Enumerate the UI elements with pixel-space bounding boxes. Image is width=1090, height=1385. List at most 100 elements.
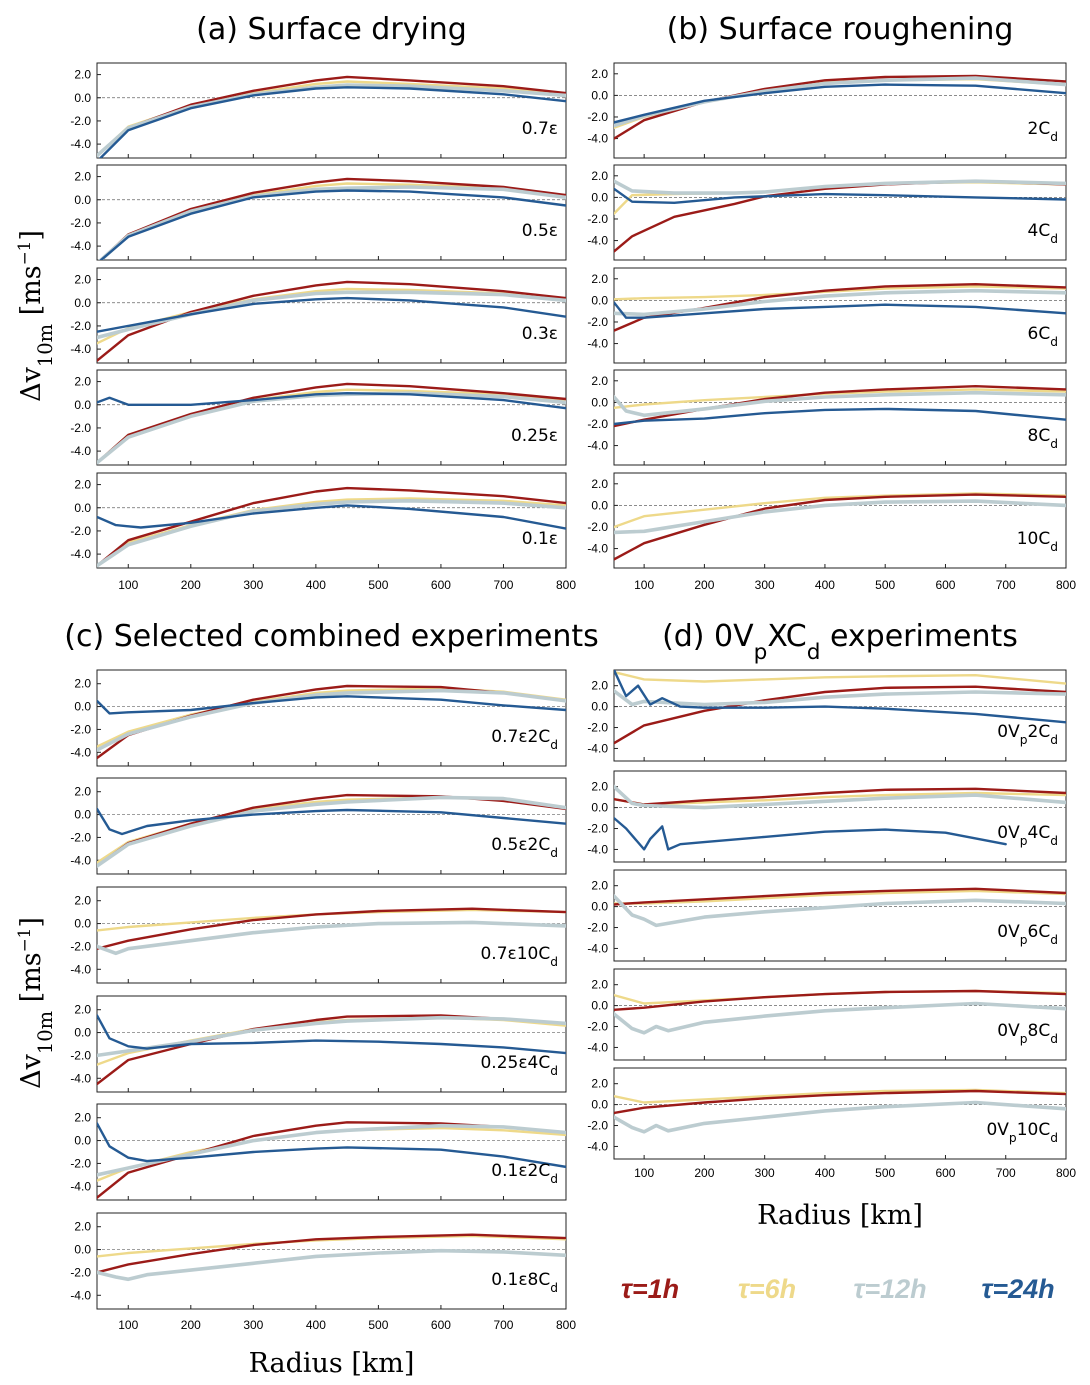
y-tick-label: 2.0	[74, 1003, 91, 1017]
legend-item: τ=12h	[853, 1274, 926, 1304]
series-line	[97, 392, 566, 410]
series-group	[97, 486, 566, 568]
y-tick-label: -2.0	[70, 1156, 91, 1170]
panel-label: 0.7ε	[522, 119, 558, 139]
x-tick-label: 100	[634, 1166, 654, 1180]
y-tick-label: -4.0	[587, 542, 608, 556]
chart-d: (d) 0VpXCd experiments 2.0 0.0 -2.0 -4.0 0Vp2…	[587, 619, 1076, 1231]
y-tick-label: 2.0	[591, 1077, 608, 1091]
y-tick-label: 0.0	[591, 1098, 608, 1112]
y-tick-label: -2.0	[587, 822, 608, 836]
x-tick-label: 300	[755, 1166, 775, 1180]
panel-label: 0.3ε	[522, 324, 558, 344]
series-line	[97, 486, 566, 567]
series-line	[614, 670, 1066, 724]
series-line	[614, 989, 1066, 1011]
panel-label: 0Vp4Cd	[997, 823, 1058, 848]
y-tick-label: 0.0	[74, 398, 91, 412]
y-tick-label: -4.0	[70, 853, 91, 867]
series-line	[614, 493, 1066, 561]
series-line	[614, 407, 1066, 426]
x-tick-label: 200	[181, 578, 201, 592]
panel-label: 8Cd	[1028, 426, 1058, 451]
y-tick-label: -4.0	[70, 745, 91, 759]
panel-frame	[96, 62, 567, 159]
panel: 2.0 0.0 -2.0 -4.0 2Cd	[587, 62, 1067, 159]
panel-label: 0Vp6Cd	[997, 922, 1058, 947]
legend-item: τ=6h	[738, 1274, 796, 1304]
series-group	[614, 784, 1066, 851]
series-line	[97, 296, 566, 333]
y-tick-label: 2.0	[74, 1111, 91, 1125]
x-tick-label: 500	[875, 578, 895, 592]
y-tick-label: 0.0	[74, 1243, 91, 1257]
series-line	[99, 189, 566, 260]
panel-label: 0.1ε2Cd	[491, 1161, 558, 1186]
y-axis-label: Δv10m [ms−1]	[14, 917, 57, 1089]
y-tick-label: -2.0	[70, 939, 91, 953]
panel-frame	[613, 770, 1067, 863]
x-tick-label: 400	[815, 1166, 835, 1180]
x-tick-label: 800	[556, 1318, 576, 1332]
legend-item: τ=1h	[621, 1274, 679, 1304]
y-tick-label: -4.0	[70, 1179, 91, 1193]
series-line	[97, 290, 566, 340]
series-line	[97, 1014, 566, 1055]
x-tick-label: 200	[694, 578, 714, 592]
series-line	[614, 288, 1066, 317]
x-tick-label: 500	[368, 1318, 388, 1332]
x-tick-label: 700	[493, 578, 513, 592]
series-line	[614, 1001, 1066, 1035]
panel-label: 10Cd	[1017, 529, 1058, 554]
series-line	[614, 1100, 1066, 1134]
panel-frame	[96, 267, 567, 364]
panel: 2.0 0.0 -2.0 -4.0 0.5ε2Cd	[70, 777, 567, 875]
y-tick-label: -2.0	[70, 216, 91, 230]
series-group	[97, 1014, 566, 1086]
panel-label: 0.7ε10Cd	[480, 944, 558, 969]
series-line	[97, 382, 566, 464]
y-tick-label: -2.0	[70, 319, 91, 333]
series-line	[97, 1122, 566, 1169]
x-tick-label: 300	[755, 578, 775, 592]
series-line	[97, 807, 566, 836]
x-tick-label: 800	[1056, 578, 1076, 592]
y-tick-label: -2.0	[70, 722, 91, 736]
panel: 2.0 0.0 -2.0 -4.0 0.25ε	[70, 369, 567, 466]
panel: 2.0 0.0 -2.0 -4.0 0Vp4Cd	[587, 770, 1067, 863]
y-tick-label: 0.0	[74, 296, 91, 310]
y-tick-label: 0.0	[591, 88, 608, 102]
x-tick-label: 700	[493, 1318, 513, 1332]
y-tick-label: -4.0	[70, 239, 91, 253]
series-line	[97, 920, 566, 956]
legend: τ=1h τ=6h τ=12h τ=24h	[621, 1274, 1055, 1304]
y-tick-label: -2.0	[587, 1020, 608, 1034]
y-tick-label: 0.0	[591, 395, 608, 409]
panel: 2.0 0.0 -2.0 -4.0 0Vp2Cd	[587, 669, 1067, 762]
y-tick-label: -4.0	[70, 1071, 91, 1085]
series-line	[98, 86, 566, 158]
y-tick-label: 0.0	[74, 193, 91, 207]
series-line	[614, 887, 1066, 906]
y-tick-label: 2.0	[591, 272, 608, 286]
y-tick-label: 0.0	[74, 700, 91, 714]
y-tick-label: -4.0	[587, 1139, 608, 1153]
panel: 2.0 0.0 -2.0 -4.0 4Cd	[587, 164, 1067, 261]
y-tick-label: 0.0	[74, 808, 91, 822]
series-group	[614, 283, 1066, 332]
series-line	[614, 889, 1066, 905]
panel-frame	[96, 164, 567, 261]
y-axis-label: Δv10m [ms−1]	[14, 230, 57, 402]
series-group	[97, 907, 566, 956]
y-tick-label: -4.0	[587, 132, 608, 146]
y-tick-label: 0.0	[591, 293, 608, 307]
y-tick-label: -4.0	[587, 337, 608, 351]
panel: 2.0 0.0 -2.0 -4.0 10Cd	[587, 472, 1067, 569]
x-tick-label: 100	[118, 1318, 138, 1332]
panel-frame	[613, 1067, 1067, 1160]
panel-label: 4Cd	[1028, 221, 1058, 246]
series-group	[97, 75, 566, 158]
y-tick-label: 0.0	[74, 501, 91, 515]
